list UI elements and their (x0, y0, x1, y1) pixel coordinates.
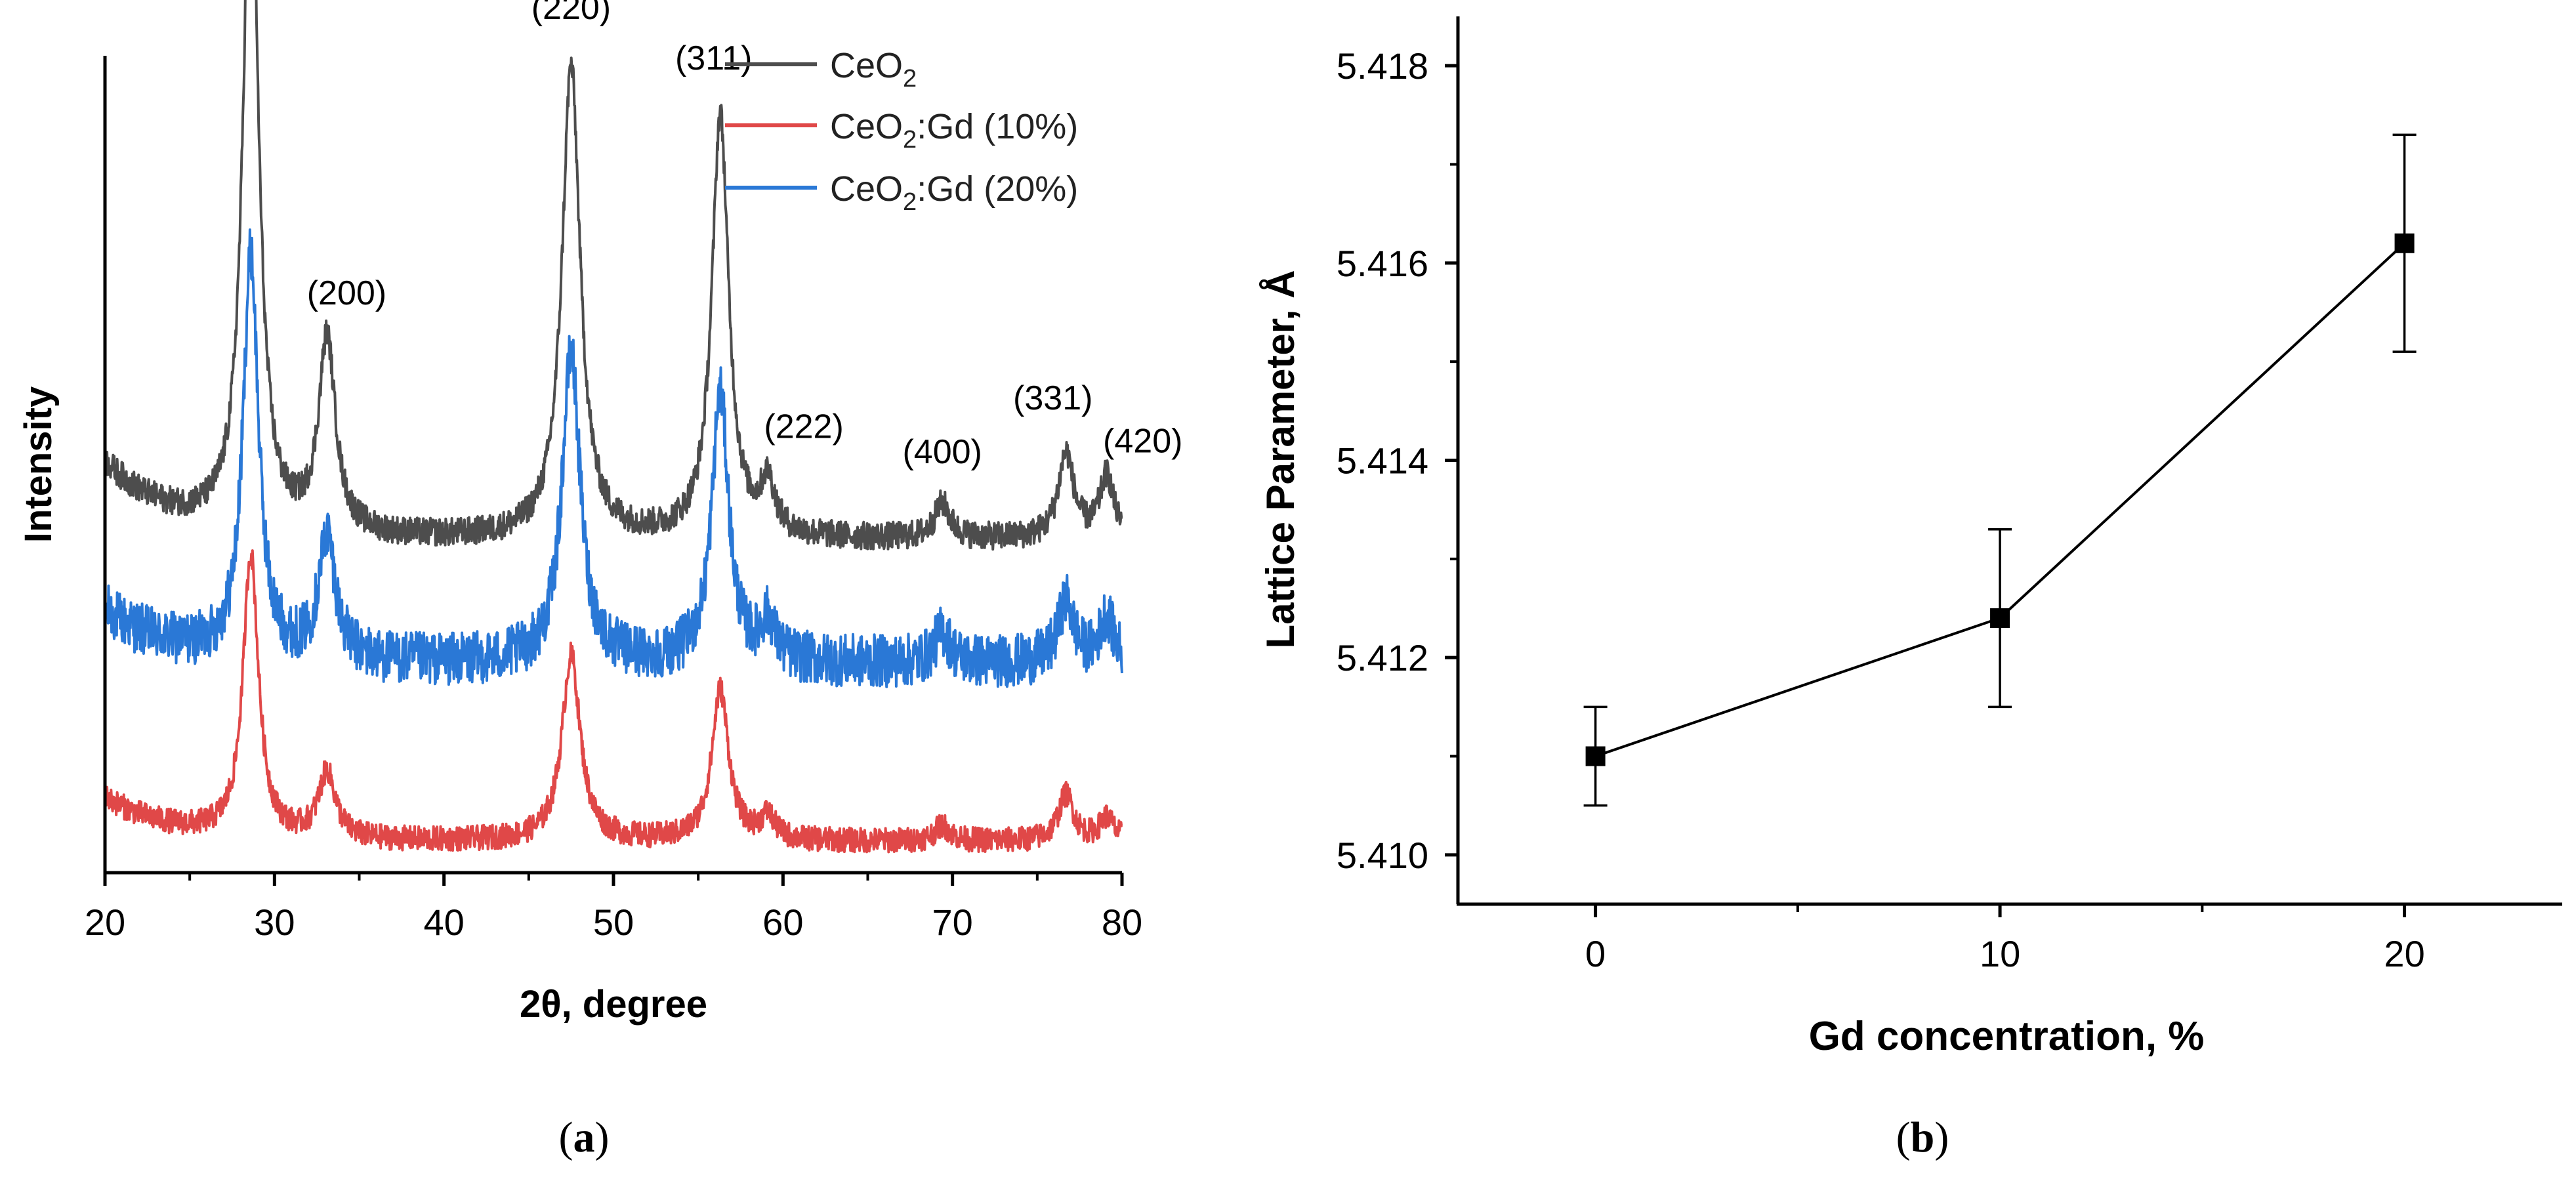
peak-label: (400) (902, 433, 982, 471)
data-marker (1585, 746, 1606, 766)
legend-item-gd20: CeO2:Gd (20%) (725, 169, 1078, 216)
peak-labels: (111)(200)(220)(311)(222)(400)(331)(420) (307, 0, 1183, 471)
panel-b-lattice: 5.410 5.412 5.414 5.416 5.418 0 10 20 Lattice P… (1258, 16, 2562, 1161)
b-point-2 (2392, 133, 2417, 353)
b-xtick-label: 10 (1980, 933, 2020, 974)
data-marker (2394, 233, 2415, 253)
xrd-trace-2 (104, 228, 1123, 688)
a-x-ticks: 20 30 40 50 60 70 80 (85, 873, 1142, 943)
b-ticks: 5.410 5.412 5.414 5.416 5.418 0 10 20 (1337, 45, 2425, 974)
a-xtick-label: 60 (762, 902, 803, 943)
b-ylabel: Lattice Parameter, Å (1258, 270, 1302, 649)
a-ylabel: Intensity (17, 386, 60, 543)
caption-b: (b) (1896, 1113, 1949, 1161)
legend-label-gd10: CeO2:Gd (10%) (830, 107, 1078, 154)
legend-item-gd10: CeO2:Gd (10%) (725, 107, 1078, 154)
a-xtick-label: 20 (85, 902, 125, 943)
a-xtick-label: 30 (254, 902, 295, 943)
a-xtick-label: 50 (593, 902, 634, 943)
b-ytick-label: 5.412 (1337, 637, 1428, 678)
legend-label-ceo2: CeO2 (830, 46, 917, 93)
peak-label: (220) (531, 0, 611, 27)
xrd-traces (104, 0, 1123, 854)
legend-label-gd20: CeO2:Gd (20%) (830, 169, 1078, 216)
b-xlabel: Gd concentration, % (1809, 1014, 2205, 1059)
b-ytick-label: 5.410 (1337, 835, 1428, 876)
b-xtick-label: 0 (1585, 933, 1606, 974)
b-ytick-label: 5.414 (1337, 440, 1428, 482)
peak-label: (311) (675, 39, 753, 77)
xrd-trace-1 (104, 549, 1123, 854)
peak-label: (420) (1103, 423, 1182, 461)
peak-label: (222) (764, 407, 843, 446)
b-point-0 (1583, 705, 1608, 807)
b-ytick-label: 5.416 (1337, 243, 1428, 284)
data-marker (1990, 608, 2010, 629)
caption-a: (a) (559, 1113, 610, 1161)
a-xlabel: 2θ, degree (520, 983, 707, 1026)
b-data-series (1583, 133, 2417, 807)
xrd-trace-0 (104, 0, 1123, 551)
a-xlabel-prefix: 2θ (520, 983, 562, 1026)
a-xtick-label: 70 (932, 902, 973, 943)
b-point-1 (1988, 528, 2012, 709)
a-xtick-label: 40 (424, 902, 465, 943)
b-ytick-label: 5.418 (1337, 45, 1428, 87)
peak-label: (200) (307, 274, 386, 312)
a-xtick-label: 80 (1102, 902, 1142, 943)
legend: CeO2 CeO2:Gd (10%) CeO2:Gd (20%) (725, 46, 1078, 216)
peak-label: (331) (1013, 379, 1092, 417)
a-xlabel-suffix: , degree (562, 983, 707, 1026)
legend-item-ceo2: CeO2 (725, 46, 917, 93)
b-xtick-label: 20 (2384, 933, 2424, 974)
